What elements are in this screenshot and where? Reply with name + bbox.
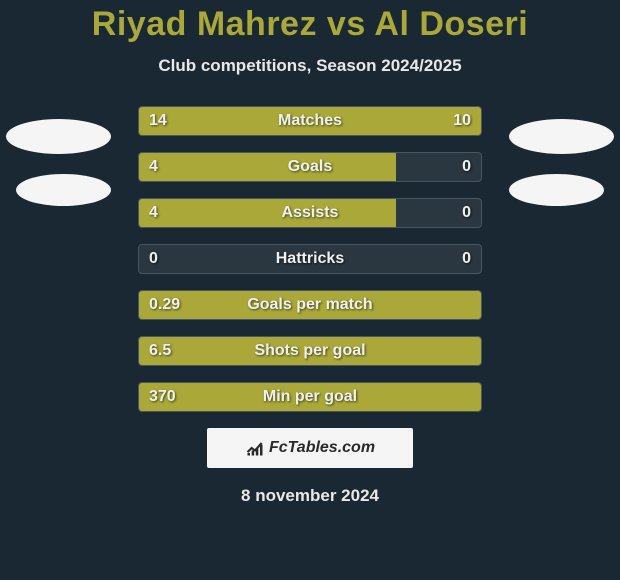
chart-icon <box>245 438 265 458</box>
stat-label: Min per goal <box>139 383 481 411</box>
date-label: 8 november 2024 <box>0 486 620 506</box>
stat-label: Goals per match <box>139 291 481 319</box>
stat-row: 6.5Shots per goal <box>138 336 482 366</box>
stat-label: Matches <box>139 107 481 135</box>
stat-row: 0.29Goals per match <box>138 290 482 320</box>
stat-row: 40Goals <box>138 152 482 182</box>
page-title: Riyad Mahrez vs Al Doseri <box>0 5 620 44</box>
stats-bars: 1410Matches 40Goals 40Assists 00Hattricks 0.… <box>138 106 482 412</box>
player1-club-badge <box>16 174 111 206</box>
source-logo: FcTables.com <box>207 428 413 468</box>
player1-avatar <box>6 119 111 154</box>
stat-row: 1410Matches <box>138 106 482 136</box>
stat-label: Assists <box>139 199 481 227</box>
stat-row: 370Min per goal <box>138 382 482 412</box>
comparison-card: Riyad Mahrez vs Al Doseri Club competiti… <box>0 0 620 580</box>
player2-avatar <box>509 119 614 154</box>
subtitle: Club competitions, Season 2024/2025 <box>0 56 620 76</box>
stat-label: Shots per goal <box>139 337 481 365</box>
logo-text: FcTables.com <box>269 439 375 457</box>
stat-row: 40Assists <box>138 198 482 228</box>
stat-row: 00Hattricks <box>138 244 482 274</box>
stat-label: Goals <box>139 153 481 181</box>
stat-label: Hattricks <box>139 245 481 273</box>
player2-club-badge <box>509 174 604 206</box>
